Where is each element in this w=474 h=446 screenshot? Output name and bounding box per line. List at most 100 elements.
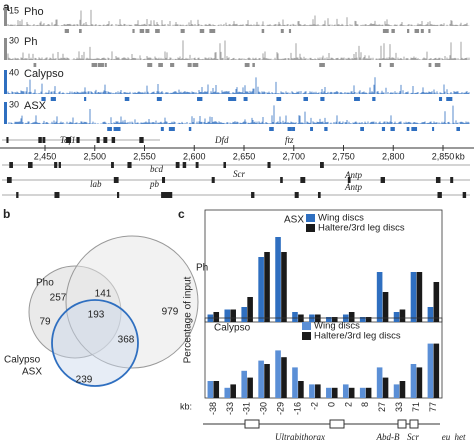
peak-call: [104, 63, 107, 67]
venn-count: 79: [39, 317, 51, 328]
exon: [380, 177, 385, 183]
panel-letter: b: [3, 207, 10, 221]
x-axis-label: kb:: [180, 401, 192, 411]
peak-call: [360, 127, 364, 131]
venn-count: 979: [162, 307, 179, 318]
bar: [241, 370, 247, 398]
peak-call: [310, 127, 314, 131]
gene-map-label: het: [455, 432, 466, 442]
track-scale: 15: [9, 5, 19, 15]
exon: [116, 192, 120, 198]
bar: [230, 309, 236, 322]
bar: [382, 292, 389, 322]
x-tick-label: -2: [309, 402, 319, 410]
gene-label: bcd: [150, 164, 163, 174]
exon: [195, 162, 199, 168]
peak-call: [292, 127, 296, 131]
peak-call: [420, 29, 424, 33]
peak-call: [170, 63, 175, 67]
gene-map-label: Scr: [407, 432, 419, 442]
exon: [162, 177, 166, 183]
bar: [376, 272, 383, 322]
gene-label: Dfd: [214, 135, 229, 145]
bar: [275, 350, 281, 398]
peak-call: [456, 127, 460, 131]
exon: [251, 192, 255, 198]
genome-tick-label: 2,750: [332, 151, 355, 161]
peak-call: [132, 29, 135, 33]
plot-frame: [204, 209, 443, 323]
bar: [433, 282, 440, 322]
gene-label: lab: [90, 179, 102, 189]
peak-call: [381, 127, 386, 131]
exon: [42, 137, 46, 143]
map-box: [329, 419, 345, 429]
y-axis-label: Percentage of input: [183, 276, 194, 363]
bar: [365, 317, 372, 322]
gene-label: Scr: [233, 169, 245, 179]
peak-call: [382, 29, 389, 33]
legend-swatch: [306, 224, 315, 232]
peak-call: [107, 127, 112, 131]
map-box: [244, 419, 260, 429]
exon: [127, 162, 132, 168]
bar: [213, 312, 220, 322]
panel-letter: a: [3, 0, 10, 14]
bar: [230, 384, 236, 398]
gene-map-label: Ultrabithorax: [275, 432, 325, 442]
genome-unit: kb: [455, 151, 465, 161]
bar: [275, 237, 281, 322]
gene-label: Antp: [344, 170, 362, 180]
peak-call: [278, 97, 282, 101]
bar: [247, 297, 253, 322]
exon: [9, 162, 13, 168]
peak-call: [192, 63, 199, 67]
bar: [359, 387, 366, 398]
exon: [27, 162, 33, 168]
track-scale: 40: [9, 67, 19, 77]
exon: [437, 177, 441, 183]
gene-label: Antp: [344, 182, 362, 192]
exon: [450, 177, 454, 183]
bar: [399, 309, 406, 322]
track-signal: [7, 40, 470, 60]
legend-label: Wing discs: [314, 321, 360, 332]
peak-call: [354, 97, 360, 101]
bar: [433, 343, 440, 398]
track-scale: 30: [9, 99, 19, 109]
gene-label: pb: [149, 179, 160, 189]
track-name: Pho: [24, 6, 44, 18]
peak-call: [147, 63, 153, 67]
x-tick-label: 33: [394, 402, 404, 412]
peak-call: [372, 97, 376, 101]
genome-tick-label: 2,500: [83, 151, 106, 161]
bar: [410, 364, 417, 398]
venn-set-label: Pho: [36, 278, 54, 289]
exon: [317, 192, 321, 198]
exon: [161, 192, 166, 198]
venn-count: 141: [95, 289, 112, 300]
peak-call: [320, 97, 325, 101]
exon: [347, 177, 351, 183]
peak-call: [156, 97, 162, 101]
peak-call: [197, 97, 203, 101]
bar: [241, 307, 247, 322]
venn-set-label: Calypso: [4, 355, 41, 366]
peak-call: [269, 127, 274, 131]
bar: [207, 381, 214, 398]
peak-call: [98, 63, 104, 67]
peak-call: [252, 63, 255, 67]
peak-call: [84, 97, 87, 101]
bar: [292, 312, 298, 322]
peak-call: [244, 63, 250, 67]
genome-tick-label: 2,550: [133, 151, 156, 161]
exon: [139, 137, 143, 143]
gene-label: Taf1: [60, 135, 76, 145]
peak-call: [97, 63, 102, 67]
bar: [348, 312, 355, 322]
peak-call: [91, 63, 98, 67]
bar: [376, 367, 383, 398]
bar: [258, 360, 264, 398]
peak-call: [230, 97, 237, 101]
